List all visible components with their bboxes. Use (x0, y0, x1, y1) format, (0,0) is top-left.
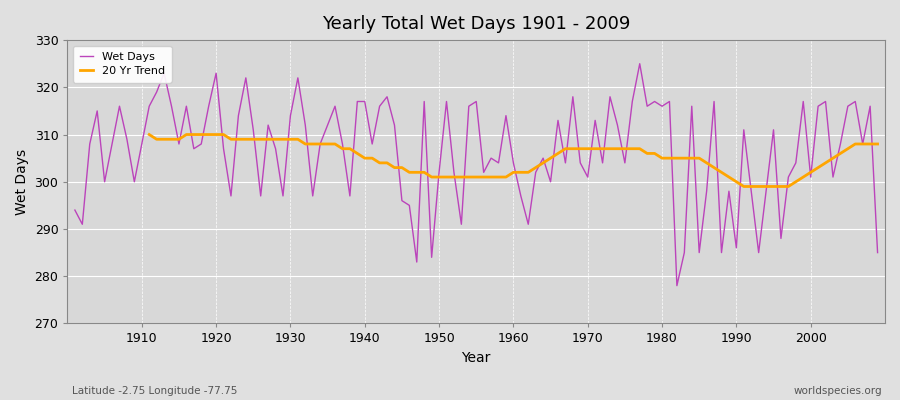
20 Yr Trend (367, 156, 378, 160)
Wet Days (508, 160, 518, 165)
Wet Days (872, 250, 883, 255)
Title: Yearly Total Wet Days 1901 - 2009: Yearly Total Wet Days 1901 - 2009 (322, 15, 630, 33)
Wet Days (129, 179, 140, 184)
20 Yr Trend (508, 170, 518, 175)
20 Yr Trend (530, 165, 541, 170)
Wet Days (337, 142, 347, 146)
Text: worldspecies.org: worldspecies.org (794, 386, 882, 396)
20 Yr Trend (337, 146, 347, 151)
Wet Days (69, 208, 80, 212)
20 Yr Trend (315, 142, 326, 146)
Wet Days (671, 283, 682, 288)
Text: Latitude -2.75 Longitude -77.75: Latitude -2.75 Longitude -77.75 (72, 386, 238, 396)
Wet Days (634, 61, 645, 66)
20 Yr Trend (872, 142, 883, 146)
Wet Days (292, 76, 303, 80)
20 Yr Trend (738, 184, 749, 189)
Wet Days (500, 113, 511, 118)
Wet Days (598, 160, 608, 165)
20 Yr Trend (716, 170, 727, 175)
Line: Wet Days: Wet Days (75, 64, 878, 286)
X-axis label: Year: Year (462, 351, 490, 365)
Line: 20 Yr Trend: 20 Yr Trend (149, 134, 877, 186)
Legend: Wet Days, 20 Yr Trend: Wet Days, 20 Yr Trend (73, 46, 172, 82)
Y-axis label: Wet Days: Wet Days (15, 149, 29, 215)
20 Yr Trend (144, 132, 155, 137)
